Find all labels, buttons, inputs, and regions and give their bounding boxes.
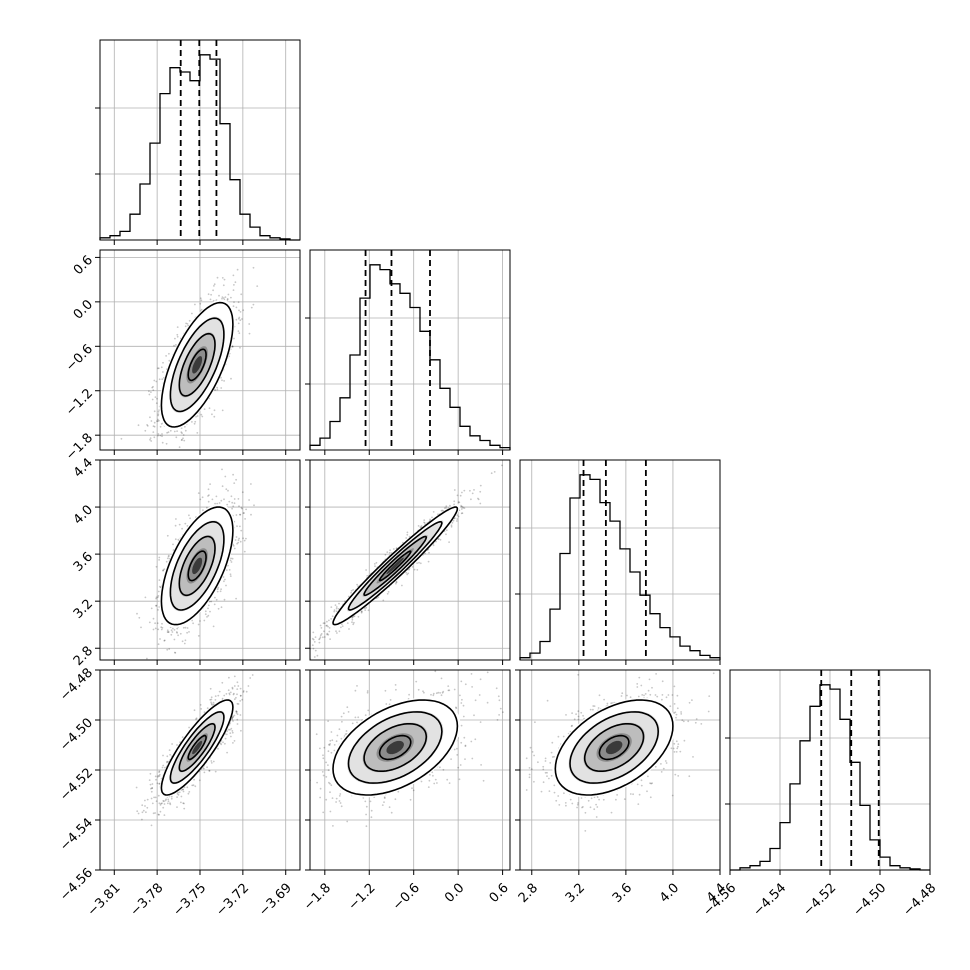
density-level-5 xyxy=(192,557,203,575)
histogram-panel-1 xyxy=(95,39,301,245)
x-tick-label: 3.2 xyxy=(563,881,588,906)
panel-frame xyxy=(99,249,301,451)
scatter-panel-3-2 xyxy=(305,459,511,665)
contour-1 xyxy=(332,506,459,626)
contour-4 xyxy=(378,550,412,582)
x-tick-label: −4.52 xyxy=(800,881,839,920)
density-level-5 xyxy=(386,740,404,755)
contour-3 xyxy=(583,723,645,772)
scatter-panel-3-1 xyxy=(95,459,301,665)
panel-frame xyxy=(519,459,721,661)
x-tick-label: −4.50 xyxy=(850,881,889,920)
y-tick-label: 0.6 xyxy=(71,253,96,278)
y-tick-label: −1.8 xyxy=(63,431,96,464)
x-tick-label: −0.6 xyxy=(390,881,423,914)
y-tick-label: 2.8 xyxy=(71,644,96,669)
x-tick-label: −1.2 xyxy=(346,881,379,914)
panel-frame xyxy=(309,669,511,871)
contour-1 xyxy=(160,301,234,428)
histogram-step xyxy=(519,474,721,660)
histogram-step xyxy=(309,264,511,450)
y-tick-label: −4.52 xyxy=(57,765,96,804)
contour-3 xyxy=(178,535,216,597)
density-level-5 xyxy=(386,557,404,575)
histogram-panel-4 xyxy=(725,669,931,875)
x-tick-label: −4.54 xyxy=(750,881,789,920)
contour-2 xyxy=(569,711,660,784)
contour-2 xyxy=(347,711,443,784)
contour-2 xyxy=(169,711,225,784)
y-tick-label: −0.6 xyxy=(63,342,96,375)
contour-4 xyxy=(598,734,630,761)
contour-3 xyxy=(363,535,428,597)
x-tick-label: −1.8 xyxy=(301,881,334,914)
y-tick-label: 3.6 xyxy=(71,550,96,575)
contour-4 xyxy=(187,348,207,382)
x-tick-label: −3.72 xyxy=(213,881,252,920)
contour-1 xyxy=(332,699,459,796)
y-tick-label: −4.48 xyxy=(57,665,96,704)
contour-1 xyxy=(160,699,234,796)
x-tick-label: 0.0 xyxy=(442,881,467,906)
panel-frame xyxy=(729,669,931,871)
y-tick-label: −1.2 xyxy=(63,386,96,419)
contour-1 xyxy=(160,506,234,626)
scatter-panel-2-1 xyxy=(95,249,301,455)
density-level-5 xyxy=(605,740,623,755)
contour-1 xyxy=(554,699,674,796)
contour-4 xyxy=(187,734,207,761)
x-tick-label: −3.81 xyxy=(85,881,124,920)
contour-3 xyxy=(363,723,428,772)
x-tick-label: −4.48 xyxy=(900,881,939,920)
contour-2 xyxy=(347,521,443,611)
panel-frame xyxy=(309,249,511,451)
histogram-panel-3 xyxy=(515,459,721,665)
contour-2 xyxy=(169,521,225,611)
x-tick-label: 4.0 xyxy=(657,881,682,906)
panel-frame xyxy=(99,669,301,871)
x-tick-label: −3.69 xyxy=(256,881,295,920)
y-tick-label: 0.0 xyxy=(71,297,96,322)
y-tick-label: 3.2 xyxy=(71,597,96,622)
x-tick-label: −3.75 xyxy=(170,881,209,920)
histogram-panel-2 xyxy=(305,249,511,455)
x-tick-label: 0.6 xyxy=(487,881,512,906)
x-tick-label: 3.6 xyxy=(610,881,635,906)
panel-frame xyxy=(519,669,721,871)
y-tick-label: −4.54 xyxy=(57,815,96,854)
density-level-5 xyxy=(192,356,203,374)
histogram-step xyxy=(730,684,930,871)
panel-frame xyxy=(309,459,511,661)
contour-3 xyxy=(178,332,216,397)
scatter-panel-4-2 xyxy=(305,669,511,875)
contour-4 xyxy=(378,734,412,761)
y-tick-label: −4.56 xyxy=(57,865,96,904)
y-tick-label: −4.50 xyxy=(57,715,96,754)
contour-4 xyxy=(187,550,207,582)
panel-frame xyxy=(99,39,301,241)
panel-frame xyxy=(99,459,301,661)
y-tick-label: 4.0 xyxy=(71,503,96,528)
scatter-panel-4-1 xyxy=(95,669,301,875)
density-level-5 xyxy=(192,740,203,755)
x-tick-label: 2.8 xyxy=(516,881,541,906)
contour-2 xyxy=(169,317,225,413)
contour-3 xyxy=(178,723,216,772)
x-tick-label: −3.78 xyxy=(128,881,167,920)
scatter-panel-4-3 xyxy=(515,669,721,875)
